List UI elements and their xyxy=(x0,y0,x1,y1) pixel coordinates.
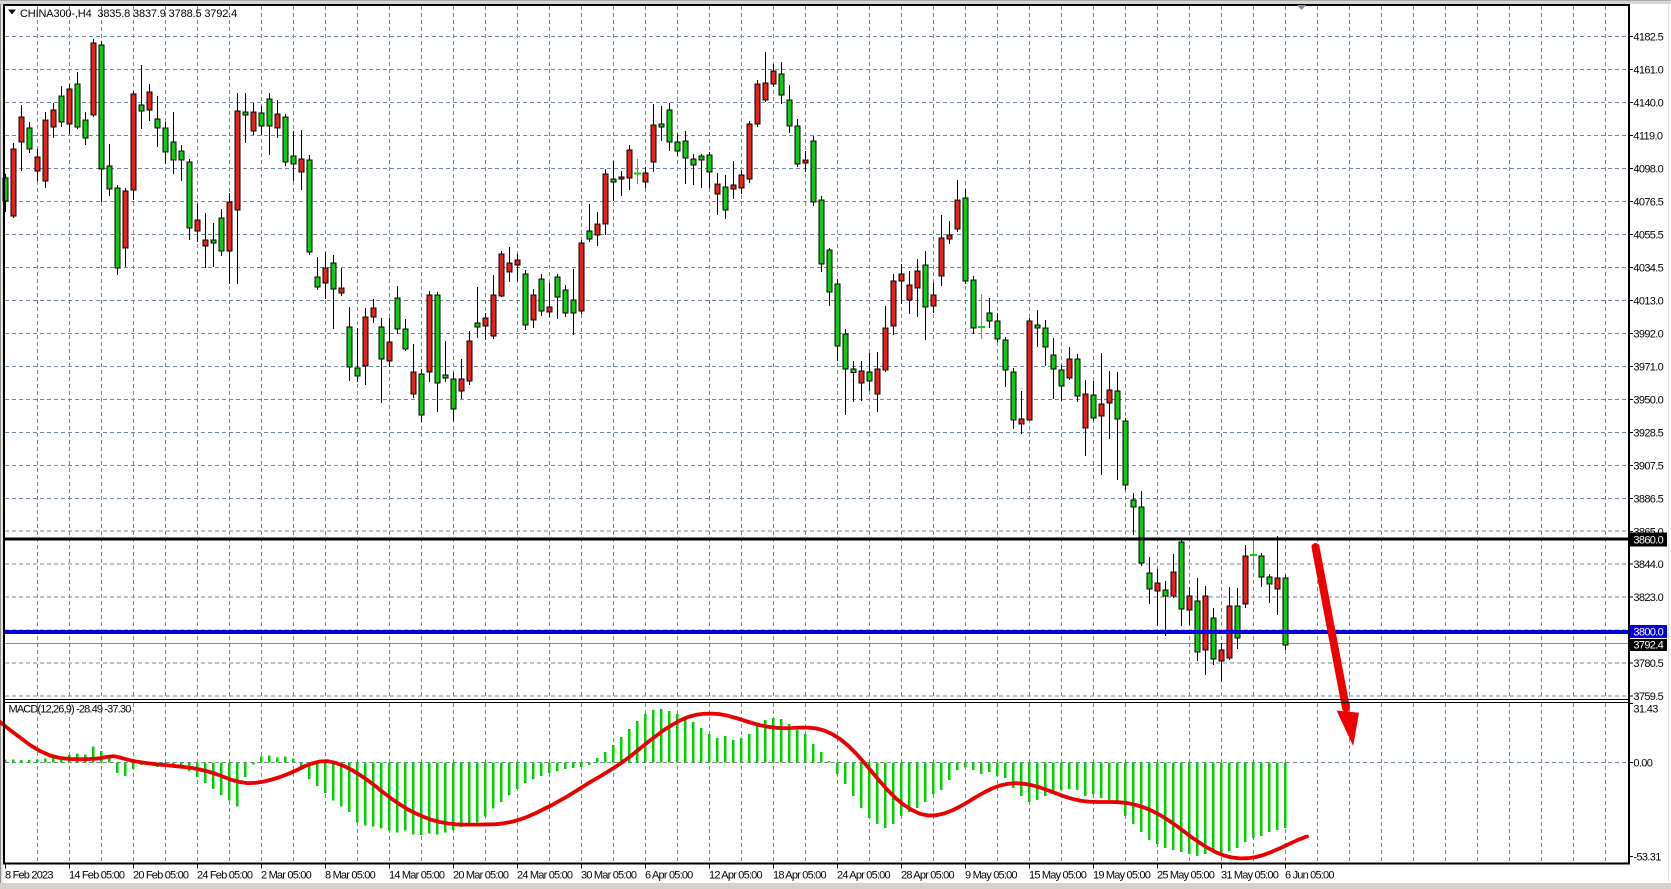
svg-text:12 Apr 05:00: 12 Apr 05:00 xyxy=(709,869,762,881)
svg-text:9 May 05:00: 9 May 05:00 xyxy=(965,869,1017,881)
svg-text:25 May 05:00: 25 May 05:00 xyxy=(1157,869,1215,881)
svg-text:4013.0: 4013.0 xyxy=(1633,295,1663,307)
svg-text:3950.0: 3950.0 xyxy=(1633,394,1663,406)
svg-text:6 Jun 05:00: 6 Jun 05:00 xyxy=(1285,869,1334,881)
svg-text:-53.31: -53.31 xyxy=(1633,852,1661,864)
svg-text:8 Feb 2023: 8 Feb 2023 xyxy=(5,869,53,881)
svg-text:CHINA300-,H4 3835.8 3837.9 37: CHINA300-,H4 3835.8 3837.9 3788.5 3792.4 xyxy=(20,8,237,20)
svg-text:3992.0: 3992.0 xyxy=(1633,328,1663,340)
svg-text:3800.0: 3800.0 xyxy=(1633,627,1663,639)
svg-text:31.43: 31.43 xyxy=(1633,704,1658,716)
svg-text:3792.4: 3792.4 xyxy=(1633,640,1663,652)
svg-text:3971.0: 3971.0 xyxy=(1633,361,1663,373)
svg-text:3860.0: 3860.0 xyxy=(1633,535,1663,547)
svg-text:4055.5: 4055.5 xyxy=(1633,229,1663,241)
svg-text:3780.5: 3780.5 xyxy=(1633,658,1663,670)
svg-text:14 Mar 05:00: 14 Mar 05:00 xyxy=(389,869,445,881)
svg-text:30 Mar 05:00: 30 Mar 05:00 xyxy=(581,869,637,881)
svg-text:15 May 05:00: 15 May 05:00 xyxy=(1029,869,1087,881)
svg-text:4140.0: 4140.0 xyxy=(1633,97,1663,109)
svg-text:28 Apr 05:00: 28 Apr 05:00 xyxy=(901,869,954,881)
svg-text:20 Mar 05:00: 20 Mar 05:00 xyxy=(453,869,509,881)
svg-text:0.00: 0.00 xyxy=(1633,758,1652,770)
svg-text:4098.0: 4098.0 xyxy=(1633,163,1663,175)
svg-text:14 Feb 05:00: 14 Feb 05:00 xyxy=(69,869,125,881)
svg-text:18 Apr 05:00: 18 Apr 05:00 xyxy=(773,869,826,881)
svg-text:6 Apr 05:00: 6 Apr 05:00 xyxy=(645,869,693,881)
svg-text:4034.5: 4034.5 xyxy=(1633,262,1663,274)
svg-text:4182.5: 4182.5 xyxy=(1633,31,1663,43)
svg-text:3759.5: 3759.5 xyxy=(1633,691,1663,703)
svg-text:3907.5: 3907.5 xyxy=(1633,460,1663,472)
svg-text:19 May 05:00: 19 May 05:00 xyxy=(1093,869,1151,881)
svg-text:3928.5: 3928.5 xyxy=(1633,427,1663,439)
svg-text:4161.0: 4161.0 xyxy=(1633,64,1663,76)
svg-text:20 Feb 05:00: 20 Feb 05:00 xyxy=(133,869,189,881)
svg-text:2 Mar 05:00: 2 Mar 05:00 xyxy=(261,869,312,881)
svg-text:24 Apr 05:00: 24 Apr 05:00 xyxy=(837,869,890,881)
svg-text:24 Feb 05:00: 24 Feb 05:00 xyxy=(197,869,253,881)
svg-text:4076.5: 4076.5 xyxy=(1633,196,1663,208)
svg-text:31 May 05:00: 31 May 05:00 xyxy=(1221,869,1279,881)
svg-text:3886.5: 3886.5 xyxy=(1633,493,1663,505)
svg-text:3844.0: 3844.0 xyxy=(1633,559,1663,571)
svg-text:3823.0: 3823.0 xyxy=(1633,592,1663,604)
svg-text:8 Mar 05:00: 8 Mar 05:00 xyxy=(325,869,376,881)
svg-text:MACD(12,26,9) -28.49 -37.30: MACD(12,26,9) -28.49 -37.30 xyxy=(9,703,132,715)
svg-text:24 Mar 05:00: 24 Mar 05:00 xyxy=(517,869,573,881)
svg-text:4119.0: 4119.0 xyxy=(1633,130,1662,142)
